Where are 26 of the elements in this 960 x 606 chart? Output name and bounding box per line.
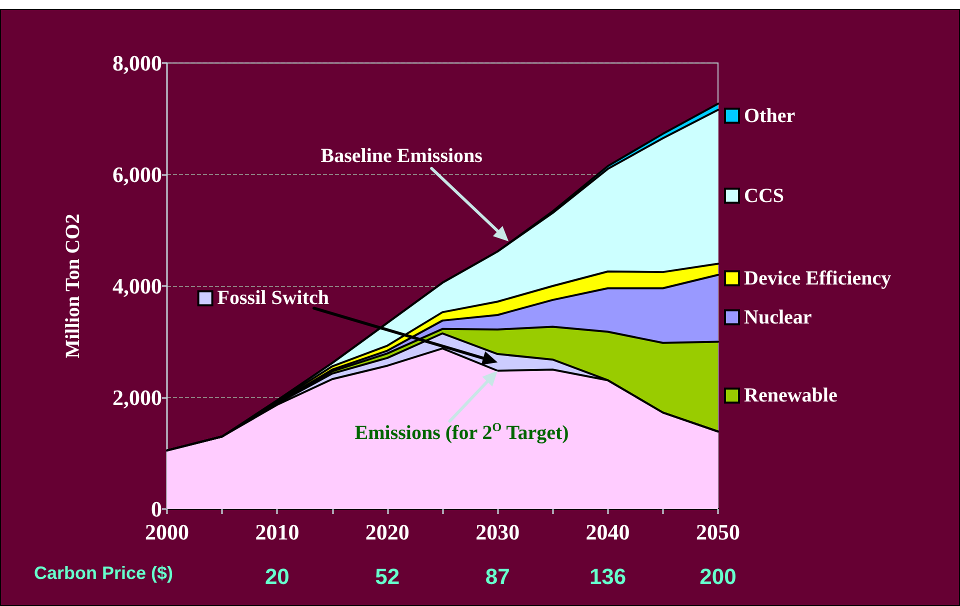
text: 52 bbox=[375, 564, 400, 590]
y-tick-label: 2,000 bbox=[112, 385, 162, 410]
legend-label: CCS bbox=[744, 184, 784, 207]
series-label: Emissions (for 2$^{O}$ Target) bbox=[354, 420, 569, 444]
x-tick-label: 2000 bbox=[145, 520, 189, 544]
legend-label: Device Efficiency bbox=[744, 267, 892, 290]
legend-label: Other bbox=[744, 104, 796, 127]
annotation: Baseline Emissions bbox=[320, 145, 482, 168]
x-tick-label: 2020 bbox=[365, 520, 410, 544]
y-tick-label: 0 bbox=[151, 496, 162, 522]
text: 20 bbox=[264, 564, 290, 590]
y-tick-label: 8,000 bbox=[112, 50, 162, 76]
x-tick-label: 2040 bbox=[586, 520, 630, 544]
y-tick-label: 6,000 bbox=[112, 162, 162, 187]
y-tick-label: 4,000 bbox=[112, 274, 162, 298]
x-tick-label: 2050 bbox=[696, 520, 740, 544]
text: 200 bbox=[700, 564, 736, 590]
legend-label: Renewable bbox=[744, 384, 838, 407]
legend-label: Fossil Switch bbox=[217, 287, 329, 310]
y-axis-title: Million Ton CO2 bbox=[62, 214, 84, 358]
text: 136 bbox=[589, 564, 626, 590]
legend-label: Nuclear bbox=[744, 306, 812, 328]
text: Carbon Price ($) bbox=[34, 563, 174, 584]
x-tick-label: 2010 bbox=[255, 520, 300, 544]
text: 87 bbox=[485, 564, 510, 590]
x-tick-label: 2030 bbox=[476, 520, 520, 544]
